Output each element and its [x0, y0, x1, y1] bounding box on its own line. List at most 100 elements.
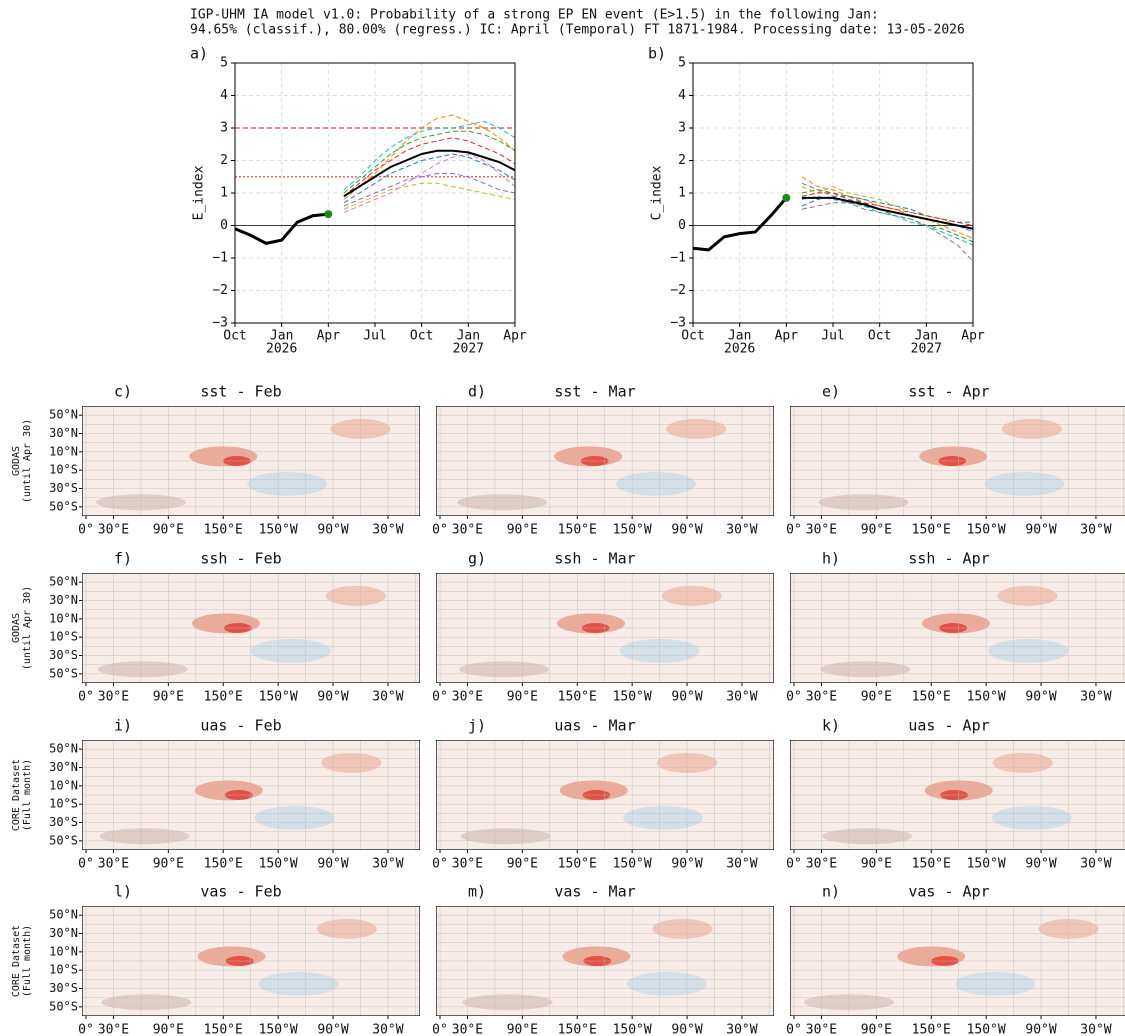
map-panel — [436, 740, 774, 850]
x-tick-label: Jan — [457, 329, 480, 344]
y-tick-label: 1 — [678, 186, 686, 201]
lon-tick-label: 150°E — [558, 1023, 597, 1036]
last-observation — [782, 193, 791, 202]
lon-tick-label: 90°E — [507, 857, 538, 872]
map-panel — [790, 406, 1125, 516]
y-tick-label: −1 — [212, 251, 228, 266]
lon-tick-label: 150°W — [259, 690, 298, 705]
lat-tick-label: 10°N — [49, 611, 78, 625]
lat-tick-label: 30°N — [49, 426, 78, 440]
field-blob — [997, 585, 1058, 606]
y-tick-label: 5 — [220, 56, 228, 71]
map-panel — [82, 406, 420, 516]
lon-tick-label: 0° — [786, 857, 802, 872]
lon-tick-label: 30°E — [806, 523, 837, 538]
lon-tick-label: 90°W — [317, 690, 348, 705]
panel-title: uas - Apr — [908, 717, 989, 735]
lon-tick-label: 90°E — [507, 1023, 538, 1036]
lon-tick-label: 90°W — [1025, 523, 1056, 538]
panel-label: e) — [822, 383, 840, 401]
series-line — [343, 114, 516, 200]
lon-tick-label: 150°W — [259, 1023, 298, 1036]
lat-tick-label: 50°S — [49, 999, 78, 1013]
field-blob — [101, 994, 192, 1011]
y-axis-label: C_index — [650, 165, 665, 220]
lon-tick-label: 150°W — [967, 1023, 1006, 1036]
x-tick-label: Oct — [868, 329, 891, 344]
lon-tick-label: 90°W — [1025, 690, 1056, 705]
panel-title: sst - Apr — [908, 383, 989, 401]
series-line — [343, 149, 516, 198]
map-panel — [82, 573, 420, 683]
lat-tick-label: 50°N — [49, 908, 78, 922]
series-line — [234, 212, 329, 245]
panel-title: ssh - Apr — [908, 550, 989, 568]
lon-tick-label: 0° — [432, 690, 448, 705]
y-tick-label: −1 — [670, 251, 686, 266]
y-tick-label: −3 — [670, 316, 686, 331]
lon-tick-label: 30°W — [1080, 857, 1111, 872]
field-blob — [820, 661, 911, 678]
lat-tick-label: 10°N — [49, 944, 78, 958]
x-tick-sublabel: 2026 — [724, 342, 755, 357]
map-panel — [436, 906, 774, 1016]
panel-label: n) — [822, 883, 840, 901]
figure-subtitle: 94.65% (classif.), 80.00% (regress.) IC:… — [190, 23, 965, 38]
row-label: (until Apr 30) — [22, 419, 33, 503]
lon-tick-label: 0° — [432, 523, 448, 538]
field-blob — [97, 661, 188, 678]
y-tick-label: 2 — [220, 153, 228, 168]
series-line — [801, 185, 974, 230]
series-line — [801, 195, 973, 223]
field-blob — [321, 752, 382, 773]
lon-tick-label: 90°E — [153, 523, 184, 538]
series-line — [343, 137, 516, 197]
lon-tick-label: 0° — [78, 857, 94, 872]
y-tick-label: −2 — [212, 283, 228, 298]
lat-tick-label: 10°S — [49, 463, 78, 477]
panel-title: sst - Feb — [200, 383, 281, 401]
panel-label: i) — [114, 717, 132, 735]
field-blob — [459, 661, 550, 678]
field-blob — [623, 805, 704, 830]
lon-tick-label: 0° — [786, 690, 802, 705]
field-blob — [1001, 418, 1062, 439]
x-tick-label: Apr — [503, 329, 527, 344]
lon-tick-label: 90°W — [317, 523, 348, 538]
field-blob — [258, 971, 339, 996]
lon-tick-label: 30°W — [372, 1023, 403, 1036]
field-blob — [626, 971, 707, 996]
lon-tick-label: 90°W — [1025, 857, 1056, 872]
lon-tick-label: 30°W — [1080, 690, 1111, 705]
map-panel — [790, 740, 1125, 850]
panel-label: l) — [114, 883, 132, 901]
x-tick-label: Jan — [270, 329, 293, 344]
panel-title: vas - Apr — [908, 883, 989, 901]
lon-tick-label: 150°E — [912, 1023, 951, 1036]
field-blob — [652, 918, 713, 939]
y-tick-label: 4 — [678, 88, 686, 103]
lon-tick-label: 90°W — [671, 690, 702, 705]
field-blob — [462, 994, 553, 1011]
panel-label: a) — [190, 45, 208, 63]
panel-label: m) — [468, 883, 486, 901]
lon-tick-label: 90°W — [671, 523, 702, 538]
field-blob — [457, 494, 548, 511]
x-tick-sublabel: 2027 — [911, 342, 942, 357]
lon-tick-label: 90°E — [153, 1023, 184, 1036]
series-line — [801, 189, 974, 243]
map-panel — [790, 906, 1125, 1016]
x-tick-label: Jan — [728, 329, 751, 344]
series-line — [801, 182, 974, 262]
field-blob — [247, 471, 328, 496]
lon-tick-label: 90°E — [861, 1023, 892, 1036]
map-panel — [790, 573, 1125, 683]
lat-tick-label: 30°S — [49, 815, 78, 829]
lon-tick-label: 150°E — [558, 690, 597, 705]
lon-tick-label: 150°E — [204, 1023, 243, 1036]
lon-tick-label: 90°E — [507, 690, 538, 705]
field-blob — [316, 918, 377, 939]
lon-tick-label: 90°E — [153, 857, 184, 872]
lon-tick-label: 150°E — [558, 857, 597, 872]
